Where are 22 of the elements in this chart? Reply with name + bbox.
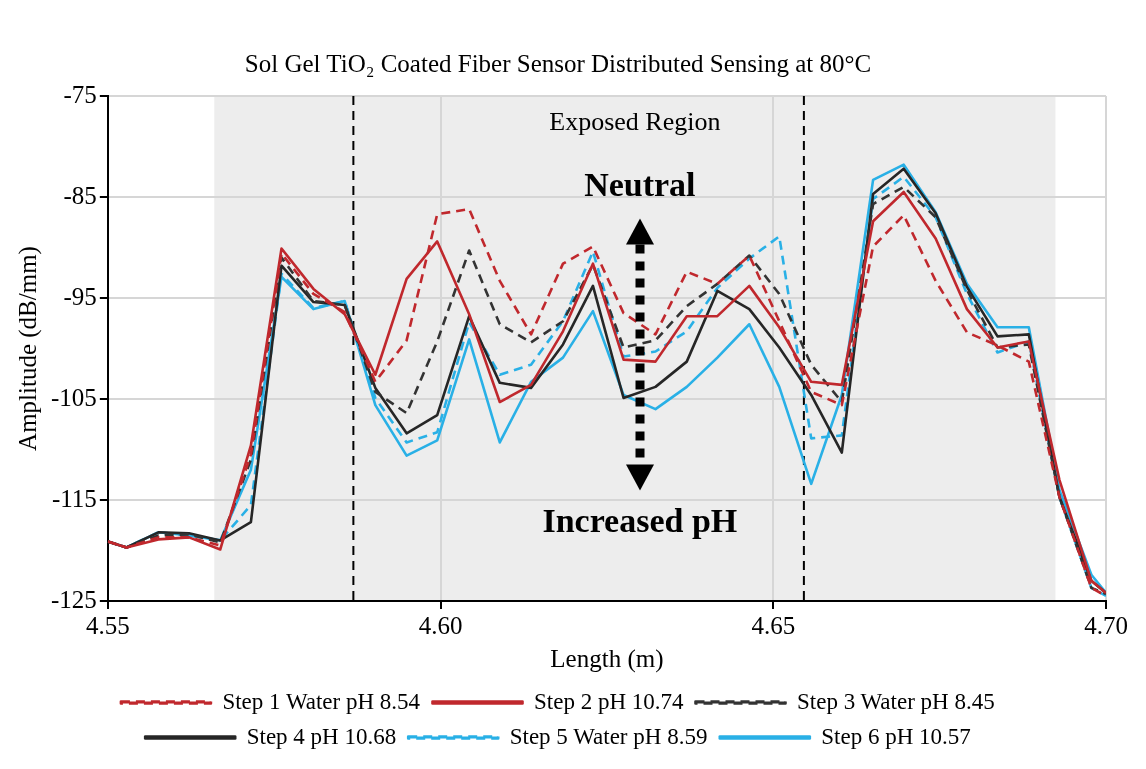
legend-label: Step 6 pH 10.57 — [821, 723, 971, 749]
legend-label: Step 3 Water pH 8.45 — [797, 688, 995, 714]
y-tick-label: -125 — [51, 585, 97, 613]
x-axis-title: Length (m) — [550, 644, 664, 673]
annotation: Neutral — [584, 165, 696, 203]
y-tick-label: -75 — [63, 80, 97, 108]
x-tick-label: 4.65 — [751, 611, 796, 639]
legend-label: Step 4 pH 10.68 — [246, 723, 397, 749]
annotation: Increased pH — [542, 501, 738, 539]
x-tick-label: 4.70 — [1084, 611, 1128, 639]
legend-label: Step 1 Water pH 8.54 — [222, 688, 421, 714]
legend-label: Step 5 Water pH 8.59 — [509, 723, 708, 749]
x-tick-label: 4.60 — [418, 611, 463, 639]
y-axis-title: Amplitude (dB/mm) — [13, 246, 42, 451]
legend-label: Step 2 pH 10.74 — [534, 688, 684, 714]
x-tick-label: 4.55 — [85, 611, 130, 639]
chart-title: Sol Gel TiO₂ Coated Fiber Sensor Distributed Sensing at 80°C — [244, 49, 872, 77]
y-tick-label: -95 — [63, 282, 97, 310]
y-tick-label: -85 — [63, 181, 97, 209]
y-tick-label: -105 — [51, 383, 97, 411]
band-label: Exposed Region — [549, 106, 721, 136]
y-tick-label: -115 — [51, 484, 97, 512]
